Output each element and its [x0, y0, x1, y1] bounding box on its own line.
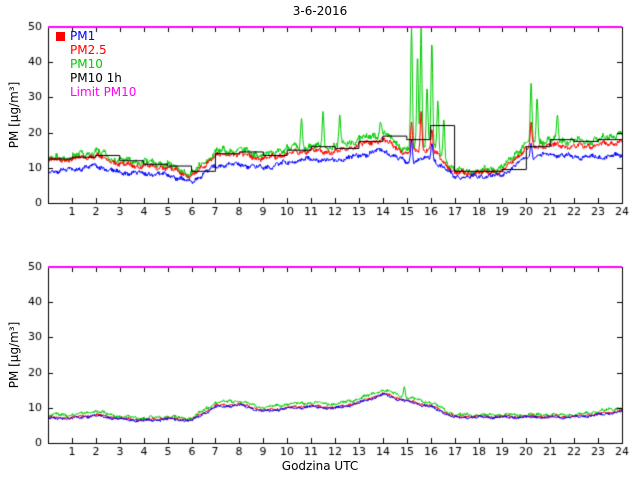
legend-label-limit-pm10: Limit PM10 [70, 85, 137, 99]
bottom-y-axis-label: PM [µg/m³] [7, 321, 21, 389]
legend-label-pm10-1h: PM10 1h [70, 71, 122, 85]
legend-red-square-icon [56, 32, 65, 41]
legend-label-pm10: PM10 [70, 57, 103, 71]
x-axis-label: Godzina UTC [281, 459, 359, 473]
top-y-axis-label: PM [µg/m³] [7, 81, 21, 149]
legend-item-pm10-1h: PM10 1h [70, 71, 136, 85]
legend-item-limit-pm10: Limit PM10 [70, 85, 136, 99]
legend-item-pm10: PM10 [70, 57, 136, 71]
legend-item-pm2-5: PM2.5 [70, 43, 136, 57]
legend-label-pm1: PM1 [70, 29, 96, 43]
chart-title: 3-6-2016 [292, 4, 348, 18]
legend-label-pm2-5: PM2.5 [70, 43, 107, 57]
legend-item-pm1: PM1 [70, 29, 136, 43]
legend: PM1 PM2.5 PM10 PM10 1h Limit PM10 [56, 29, 136, 99]
